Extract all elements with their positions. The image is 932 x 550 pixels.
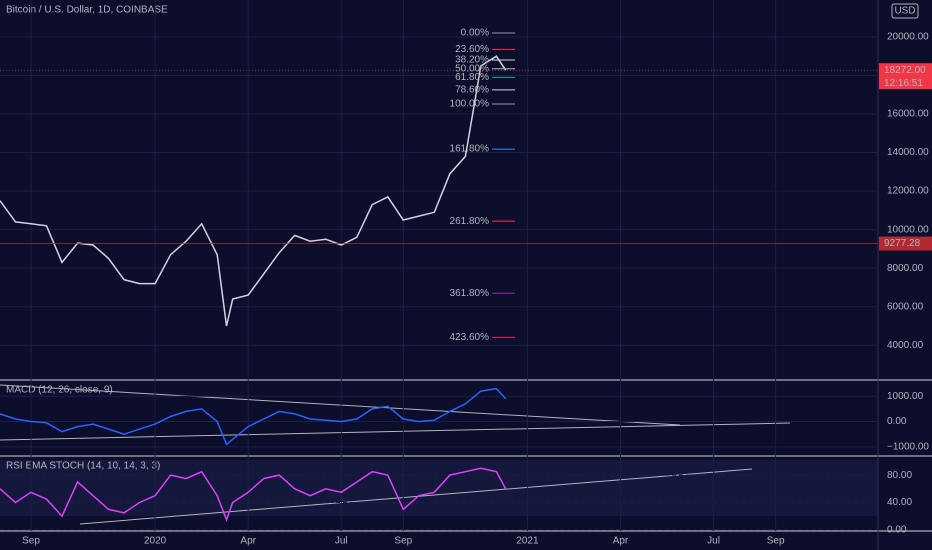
x-tick-label: Apr — [613, 536, 629, 547]
trendline — [79, 468, 753, 525]
y-tick-label: 10000.00 — [887, 224, 929, 235]
y-tick-label: 14000.00 — [887, 147, 929, 158]
price-tag-label: 18272.00 — [884, 65, 926, 76]
rsi-title: RSI EMA STOCH (14, 10, 14, 3, 3) — [6, 461, 160, 472]
countdown-tag — [879, 76, 932, 90]
price-tag — [879, 236, 932, 251]
countdown: 12:16:51 — [884, 78, 923, 89]
fib-label: 361.80% — [450, 288, 490, 299]
fib-label: 100.00% — [450, 99, 490, 110]
x-tick-label: Jul — [707, 536, 720, 547]
fib-label: 78.60% — [455, 85, 489, 96]
y-tick-label: 0.00 — [887, 416, 907, 427]
y-tick-label: 40.00 — [887, 497, 912, 508]
x-tick-label: Jul — [335, 536, 348, 547]
y-tick-label: 20000.00 — [887, 32, 929, 43]
macd-title: MACD (12, 26, close, 9) — [6, 385, 113, 396]
fib-label: 161.80% — [450, 144, 490, 155]
y-tick-label: 8000.00 — [887, 263, 924, 274]
fib-label: 23.60% — [455, 44, 489, 55]
series-line — [0, 467, 507, 522]
trendline — [0, 422, 791, 441]
y-tick-label: 6000.00 — [887, 301, 924, 312]
x-tick-label: 2020 — [144, 536, 167, 547]
y-tick-label: −1000.00 — [887, 442, 929, 453]
chart-title: Bitcoin / U.S. Dollar, 1D, COINBASE — [6, 5, 168, 16]
fib-label: 0.00% — [461, 28, 489, 39]
y-tick-label: 4000.00 — [887, 340, 924, 351]
y-tick-label: 12000.00 — [887, 186, 929, 197]
y-tick-label: 1000.00 — [887, 391, 924, 402]
currency[interactable]: USD — [894, 6, 915, 17]
x-tick-label: 2021 — [516, 536, 539, 547]
series-line — [0, 55, 507, 327]
fib-label: 261.80% — [450, 216, 490, 227]
x-tick-label: Apr — [240, 536, 256, 547]
fib-label: 423.60% — [450, 332, 490, 343]
x-tick-label: Sep — [767, 536, 785, 547]
y-tick-label: 0.00 — [887, 525, 907, 536]
price-tag — [879, 63, 932, 78]
fib-label: 50.00% — [455, 63, 489, 74]
fib-label: 61.80% — [455, 72, 489, 83]
price-tag-label: 9277.28 — [884, 238, 921, 249]
x-tick-label: Sep — [394, 536, 412, 547]
fib-label: 38.20% — [455, 55, 489, 66]
series-line — [0, 387, 507, 446]
trendline — [0, 384, 681, 426]
currency-button[interactable] — [891, 3, 919, 19]
y-tick-label: 16000.00 — [887, 109, 929, 120]
y-tick-label: 80.00 — [887, 470, 912, 481]
x-tick-label: Sep — [22, 536, 40, 547]
